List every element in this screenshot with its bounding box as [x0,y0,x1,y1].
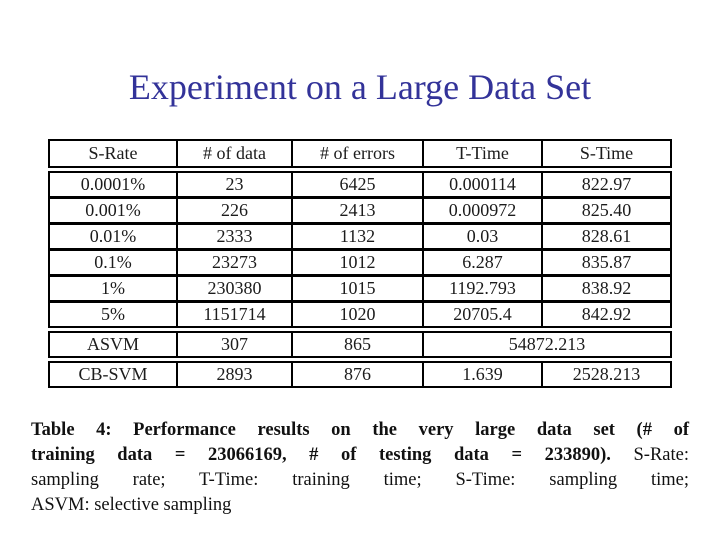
table-cell: 1012 [293,251,424,274]
caption-segment: Table 4: Performance results on the very… [31,420,689,440]
table-cell: CB-SVM [50,363,178,386]
table-caption: Table 4: Performance results on the very… [31,418,689,518]
table-cell: 0.03 [424,225,543,248]
caption-line: ASVM: selective sampling [31,493,689,518]
table-body: 0.0001% 23 6425 0.000114 822.97 0.001% 226 2413… [48,171,672,328]
table-cell: 835.87 [581,252,632,272]
results-table: S-Rate # of data # of errors T-Time S-Time 0… [48,139,672,388]
table-cell: 1% [50,277,178,300]
table-header-cell: S-Rate [50,141,178,166]
table-row: 5% 1151714 1020 20705.4 842.92 [48,301,672,328]
caption-line: Table 4: Performance results on the very… [31,418,689,443]
table-cell: 6.287 [424,251,543,274]
table-cell: 1015 [293,277,424,300]
table-footer-row: CB-SVM 2893 876 1.639 2528.213 [48,361,672,388]
table-cell: 1192.793 [424,277,543,300]
table-cell: 0.01% [50,225,178,248]
table-cell: 2333 [178,225,293,248]
table-header-cell: T-Time [424,141,543,166]
table-header: S-Rate # of data # of errors T-Time S-Time [48,139,672,168]
table-cell: ASVM [50,333,178,356]
table-cell: 23 [178,173,293,196]
table-header-cell: # of errors [293,141,424,166]
table-cell: 0.000972 [424,199,543,222]
caption-line: sampling rate; T-Time: training time; S-… [31,468,689,493]
slide-title: Experiment on a Large Data Set [128,67,592,107]
table-cell: 2893 [178,363,293,386]
table-cell: 230380 [178,277,293,300]
table-cell: 838.92 [581,278,632,298]
table-cell: 6425 [293,173,424,196]
table-cell: 0.001% [50,199,178,222]
table-row: 1% 230380 1015 1192.793 838.92 [48,275,672,302]
table-cell: 865 [293,333,424,356]
table-cell: 842.92 [581,304,632,324]
table-cell: 23273 [178,251,293,274]
table-row: 0.01% 2333 1132 0.03 828.61 [48,223,672,250]
table-cell: 0.1% [50,251,178,274]
table-cell: 5% [50,303,178,326]
table-cell: 1151714 [178,303,293,326]
table-row: 0.0001% 23 6425 0.000114 822.97 [48,171,672,198]
table-row: 0.001% 226 2413 0.000972 825.40 [48,197,672,224]
table-header-row: S-Rate # of data # of errors T-Time S-Time [48,139,672,168]
table-cell: 1.639 [424,363,543,386]
caption-segment: S-Rate: [610,445,690,465]
table-cell: 822.97 [581,174,632,194]
table-cell: 54872.213 [508,334,586,354]
table-row: 0.1% 23273 1012 6.287 835.87 [48,249,672,276]
table-cell: 828.61 [581,226,632,246]
table-header-cell: S-Time [579,143,634,163]
caption-segment: sampling rate; T-Time: training time; S-… [31,470,689,490]
table-cell: 226 [178,199,293,222]
table-cell: 1020 [293,303,424,326]
table-cell: 2413 [293,199,424,222]
table-cell: 876 [293,363,424,386]
table-cell: 825.40 [581,200,632,220]
table-cell: 1132 [293,225,424,248]
table-cell: 0.0001% [50,173,178,196]
table-header-cell: # of data [178,141,293,166]
table-cell: 307 [178,333,293,356]
table-cell: 2528.213 [572,364,641,384]
table-cell: 20705.4 [424,303,543,326]
table-footer: ASVM 307 865 54872.213 CB-SVM 2893 876 1.639 252… [48,331,672,388]
table-cell: 0.000114 [424,173,543,196]
caption-line: training data = 23066169, # of testing d… [31,443,689,468]
table-footer-row: ASVM 307 865 54872.213 [48,331,672,358]
caption-segment: training data = 23066169, # of testing d… [31,445,611,465]
caption-segment: ASVM: selective sampling [31,495,232,515]
